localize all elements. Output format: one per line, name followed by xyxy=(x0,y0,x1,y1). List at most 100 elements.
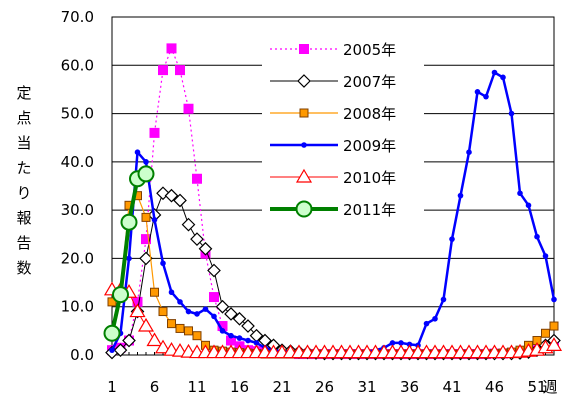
data-point-2009年 xyxy=(109,347,115,353)
y-axis-label-char: り xyxy=(16,184,31,202)
y-tick-label: 50.0 xyxy=(61,105,94,123)
data-point-2009年 xyxy=(228,332,234,339)
data-point-2009年 xyxy=(542,253,549,259)
data-point-2009年 xyxy=(185,308,192,315)
y-axis-label-char: 当 xyxy=(16,134,31,152)
data-point-2005年 xyxy=(175,65,185,76)
data-point-2010年 xyxy=(129,303,146,318)
x-tick-label: 31 xyxy=(357,378,376,396)
data-point-2009年 xyxy=(534,233,540,240)
data-point-2005年 xyxy=(209,292,219,303)
data-point-2007年 xyxy=(241,319,255,333)
legend-label: 2005年 xyxy=(343,41,396,59)
y-tick-label: 70.0 xyxy=(61,8,94,26)
data-point-2005年 xyxy=(192,173,202,184)
y-axis-label-char: た xyxy=(16,159,31,177)
data-point-2009年 xyxy=(143,159,149,165)
legend-label: 2010年 xyxy=(343,169,396,187)
data-point-2008年 xyxy=(541,328,550,338)
data-point-2009年 xyxy=(177,299,183,305)
legend-marker-2005年 xyxy=(299,44,309,54)
data-point-2010年 xyxy=(146,332,163,347)
data-point-2007年 xyxy=(173,193,187,208)
data-point-2009年 xyxy=(423,320,430,327)
data-point-2009年 xyxy=(219,328,226,334)
data-point-2007年 xyxy=(156,186,170,201)
y-tick-label: 0.0 xyxy=(70,346,94,364)
x-tick-label: 51 xyxy=(527,378,546,396)
y-tick-label: 20.0 xyxy=(61,249,94,267)
x-tick-label: 41 xyxy=(442,378,461,396)
data-point-2009年 xyxy=(398,340,404,346)
data-point-2005年 xyxy=(132,296,143,307)
data-point-2009年 xyxy=(168,289,175,296)
x-tick-label: 1 xyxy=(107,378,117,396)
data-point-2009年 xyxy=(211,313,217,320)
data-point-2009年 xyxy=(236,335,243,341)
data-point-2007年 xyxy=(232,311,247,326)
legend-label: 2007年 xyxy=(343,73,396,91)
data-point-2009年 xyxy=(517,190,523,197)
data-point-2009年 xyxy=(491,69,498,76)
data-point-2005年 xyxy=(141,234,151,245)
data-point-2005年 xyxy=(226,335,236,346)
axis-ticks: 0.010.020.030.040.050.060.070.01 6 11 16 21 2… xyxy=(61,8,558,396)
data-point-2009年 xyxy=(508,110,515,117)
y-axis-label-char: 点 xyxy=(16,109,31,127)
y-tick-label: 10.0 xyxy=(61,298,94,316)
y-tick-label: 30.0 xyxy=(61,201,94,219)
x-tick-label: 36 xyxy=(400,378,419,396)
x-tick-label: 21 xyxy=(272,378,291,396)
x-tick-label: 6 xyxy=(150,378,160,396)
data-point-2007年 xyxy=(224,307,238,321)
data-point-2009年 xyxy=(449,236,455,242)
data-point-2008年 xyxy=(184,326,193,336)
x-axis-unit-label: 週 xyxy=(542,378,557,396)
data-point-2007年 xyxy=(181,217,196,232)
data-point-2009年 xyxy=(440,296,447,303)
data-point-2009年 xyxy=(253,340,260,346)
data-point-2007年 xyxy=(215,299,230,314)
legend-label: 2011年 xyxy=(343,201,396,219)
legend-marker-2008年 xyxy=(299,108,309,118)
y-tick-label: 60.0 xyxy=(61,56,94,74)
data-point-2011年 xyxy=(137,165,155,183)
data-point-2009年 xyxy=(126,255,132,262)
legend-label: 2009年 xyxy=(343,137,396,155)
data-point-2007年 xyxy=(122,333,136,348)
data-point-2007年 xyxy=(198,241,213,256)
y-axis-label-char: 数 xyxy=(16,259,31,277)
data-point-2005年 xyxy=(217,321,228,332)
data-point-2009年 xyxy=(525,202,532,209)
legend-marker-2011年 xyxy=(295,200,313,218)
data-point-2007年 xyxy=(113,343,128,358)
data-point-2007年 xyxy=(190,232,204,246)
data-point-2009年 xyxy=(389,340,396,346)
data-point-2009年 xyxy=(551,296,557,303)
data-point-2008年 xyxy=(158,307,168,317)
data-point-2011年 xyxy=(103,324,121,342)
data-point-2007年 xyxy=(164,188,179,203)
y-tick-label: 40.0 xyxy=(61,153,94,171)
data-point-2007年 xyxy=(207,263,221,278)
data-point-2008年 xyxy=(549,321,559,331)
data-point-2009年 xyxy=(194,311,200,317)
data-point-2008年 xyxy=(107,297,117,307)
data-point-2009年 xyxy=(457,192,464,199)
data-point-2009年 xyxy=(245,337,251,344)
data-point-2005年 xyxy=(149,127,160,138)
data-point-2009年 xyxy=(160,260,166,267)
data-point-2009年 xyxy=(474,89,481,95)
y-axis-label-char: 定 xyxy=(16,84,31,102)
data-point-2009年 xyxy=(500,74,506,81)
y-axis-label-char: 報 xyxy=(16,209,31,227)
data-point-2009年 xyxy=(466,149,472,155)
data-point-2008年 xyxy=(150,287,159,297)
data-point-2011年 xyxy=(112,286,129,304)
legend: 2005年 2007年 2008年 2009年 2010年 2011年 xyxy=(262,32,424,228)
data-point-2010年 xyxy=(545,337,563,351)
data-point-2005年 xyxy=(166,43,177,54)
data-point-2009年 xyxy=(202,306,209,312)
